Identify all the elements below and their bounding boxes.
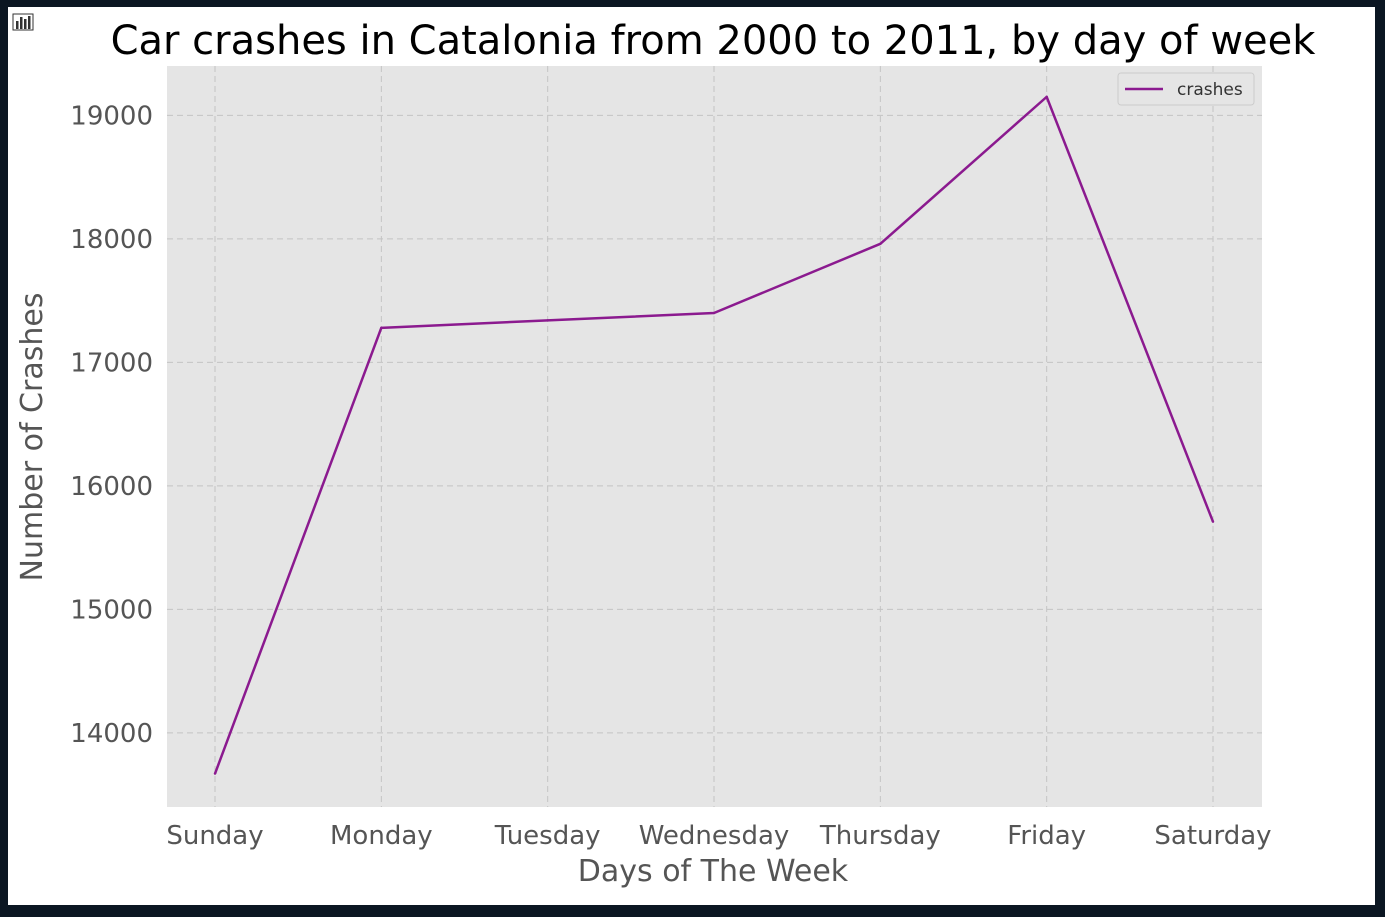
x-tick-label: Tuesday — [494, 821, 601, 851]
data-point — [213, 772, 217, 775]
data-point — [380, 326, 383, 330]
data-point — [879, 242, 882, 246]
y-tick-label: 14000 — [70, 719, 153, 749]
y-axis-title: Number of Crashes — [15, 293, 50, 582]
data-point — [546, 319, 549, 322]
chart-title: Car crashes in Catalonia from 2000 to 20… — [111, 18, 1317, 64]
legend-label-crashes: crashes — [1177, 80, 1243, 100]
x-axis-title: Days of The Week — [578, 854, 849, 889]
y-tick-label: 15000 — [70, 595, 153, 625]
x-tick-label: Sunday — [166, 821, 263, 851]
legend-box — [1117, 72, 1255, 106]
bar-chart-icon[interactable] — [12, 13, 34, 35]
x-tick-label: Monday — [330, 821, 433, 851]
grid-lines — [167, 66, 1262, 807]
y-tick-label: 16000 — [70, 472, 153, 502]
x-tick-label: Thursday — [819, 821, 941, 851]
x-tick-label: Saturday — [1154, 821, 1271, 851]
figure-frame: Car crashes in Catalonia from 2000 to 20… — [8, 7, 1375, 905]
y-tick-label: 17000 — [70, 348, 153, 378]
data-point — [712, 311, 716, 315]
x-tick-label: Wednesday — [639, 821, 790, 851]
y-tick-label: 19000 — [70, 101, 153, 131]
y-axis-ticks: 14000 15000 16000 17000 18000 19000 — [70, 101, 153, 749]
line-chart: Car crashes in Catalonia from 2000 to 20… — [15, 18, 1317, 889]
data-point — [1045, 95, 1048, 99]
legend: crashes — [1117, 72, 1255, 106]
series-crashes — [213, 95, 1215, 775]
y-tick-label: 18000 — [70, 225, 153, 255]
x-tick-label: Friday — [1007, 821, 1086, 851]
data-point — [1211, 520, 1215, 523]
x-axis-ticks: Sunday Monday Tuesday Wednesday Thursday Frid… — [166, 821, 1271, 851]
